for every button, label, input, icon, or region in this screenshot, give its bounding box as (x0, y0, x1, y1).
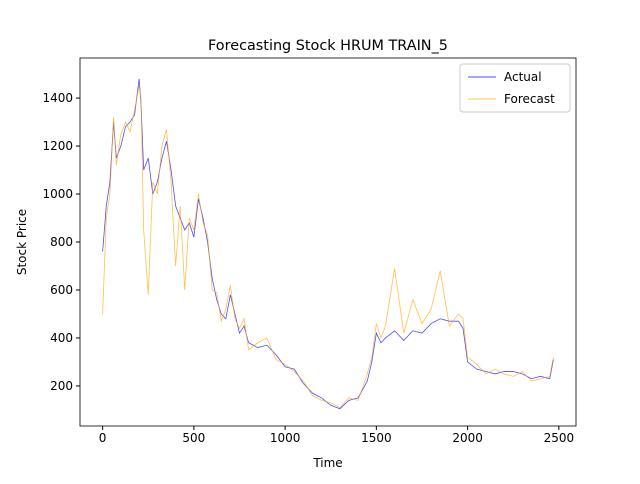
y-tick-label: 600 (50, 283, 73, 297)
chart-title: Forecasting Stock HRUM TRAIN_5 (208, 38, 448, 54)
y-tick-label: 1200 (42, 139, 73, 153)
series-line (102, 78, 554, 410)
legend-box (459, 63, 571, 113)
legend-label: Actual (504, 70, 542, 84)
x-tick-label: 2500 (544, 431, 575, 445)
plot-frame (79, 57, 577, 427)
x-tick-label: 0 (99, 431, 107, 445)
x-axis-label: Time (312, 456, 342, 470)
y-tick-label: 400 (50, 331, 73, 345)
y-tick-label: 200 (50, 379, 73, 393)
x-tick-label: 1500 (361, 431, 392, 445)
x-tick-label: 500 (182, 431, 205, 445)
legend-label: Forecast (504, 92, 555, 106)
x-tick-label: 2000 (452, 431, 483, 445)
y-tick-label: 800 (50, 235, 73, 249)
y-axis-label: Stock Price (15, 209, 29, 275)
series-line (102, 85, 554, 409)
x-tick-label: 1000 (270, 431, 301, 445)
y-tick-label: 1000 (42, 187, 73, 201)
legend: Actual Forecast (459, 63, 571, 113)
y-tick-label: 1400 (42, 91, 73, 105)
